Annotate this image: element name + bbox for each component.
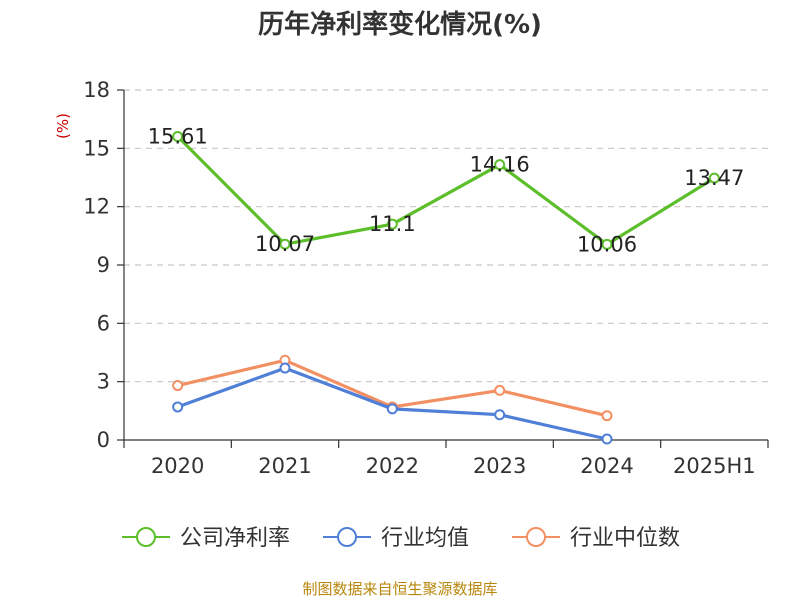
y-tick-label: 6 xyxy=(97,311,110,335)
y-tick-label: 3 xyxy=(97,370,110,394)
data-point xyxy=(601,238,613,250)
y-axis-unit-label: (%) xyxy=(54,113,72,139)
data-point xyxy=(172,401,184,413)
data-point xyxy=(494,409,506,421)
legend-label: 行业均值 xyxy=(381,526,469,551)
y-tick-label: 12 xyxy=(83,195,110,219)
data-label: 11.1 xyxy=(369,212,416,236)
x-tick-label: 2020 xyxy=(151,454,204,478)
data-point xyxy=(386,403,398,415)
data-point xyxy=(708,172,720,184)
series-layer: 15.61 10.07 11.1 14.16 10.06 13.47 xyxy=(148,124,744,445)
data-label: 10.06 xyxy=(577,232,637,256)
source-note: 制图数据来自恒生聚源数据库 xyxy=(302,580,497,598)
data-point xyxy=(279,362,291,374)
series-line xyxy=(176,134,716,246)
data-point xyxy=(172,130,184,142)
data-label: 14.16 xyxy=(470,153,530,177)
legend-label: 行业中位数 xyxy=(570,526,680,551)
legend-label: 公司净利率 xyxy=(180,526,290,551)
legend-marker-circle xyxy=(526,527,546,547)
data-point xyxy=(601,433,613,445)
x-tick-label: 2023 xyxy=(473,454,526,478)
data-point xyxy=(172,380,184,392)
axes: 0 3 6 9 12 15 18 2020 2021 2022 2023 2024 2025H1 xyxy=(83,78,769,478)
x-tick-label: 2024 xyxy=(580,454,633,478)
y-tick-label: 18 xyxy=(83,78,110,102)
data-point xyxy=(494,159,506,171)
data-point xyxy=(386,218,398,230)
grid-lines xyxy=(124,89,768,383)
y-tick-label: 0 xyxy=(97,428,110,452)
x-tick-label: 2021 xyxy=(258,454,311,478)
legend-marker-circle xyxy=(136,527,156,547)
data-label: 13.47 xyxy=(684,166,744,190)
data-label: 10.07 xyxy=(255,232,315,256)
x-tick-label: 2022 xyxy=(366,454,419,478)
data-point xyxy=(494,384,506,396)
y-tick-label: 15 xyxy=(83,136,110,160)
x-tick-label: 2025H1 xyxy=(673,454,756,478)
legend-marker-circle xyxy=(337,527,357,547)
legend: 公司净利率 行业均值 行业中位数 xyxy=(122,526,680,551)
data-label: 15.61 xyxy=(148,124,208,148)
chart-title: 历年净利率变化情况(%) xyxy=(258,9,542,40)
y-tick-label: 9 xyxy=(97,253,110,277)
data-point xyxy=(601,410,613,422)
data-point xyxy=(279,238,291,250)
